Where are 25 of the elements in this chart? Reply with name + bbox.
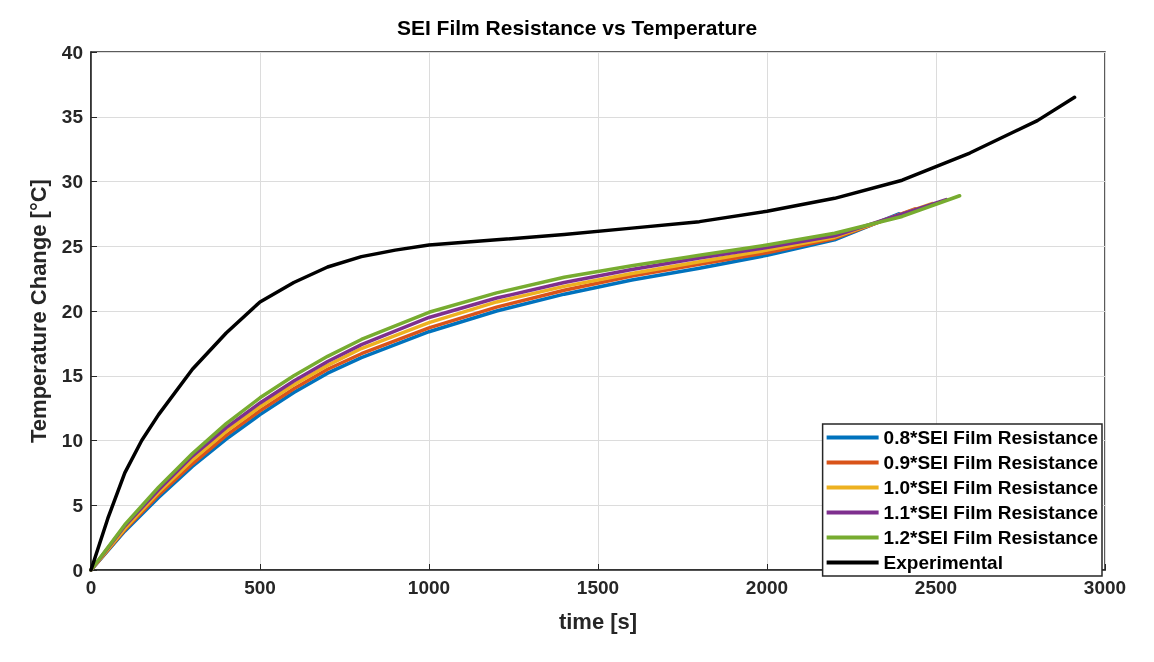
legend-label: 0.8*SEI Film Resistance (883, 427, 1099, 448)
legend-label: Experimental (883, 552, 1003, 573)
y-tick-label: 20 (61, 300, 83, 322)
x-tick-label: 2000 (745, 577, 789, 598)
chart-title: SEI Film Resistance vs Temperature (396, 16, 758, 39)
x-tick-label: 1500 (576, 577, 620, 598)
y-tick-label: 0 (72, 559, 83, 581)
x-tick-label: 2500 (914, 577, 958, 598)
legend-label: 1.2*SEI Film Resistance (883, 527, 1099, 548)
y-tick-label: 40 (61, 41, 83, 63)
y-tick-label: 35 (61, 106, 84, 128)
y-tick-label: 10 (61, 430, 83, 451)
x-tick-label: 0 (85, 577, 97, 598)
x-axis-title: time [s] (558, 608, 638, 634)
legend-label: 1.1*SEI Film Resistance (883, 502, 1099, 523)
y-axis-title: Temperature Change [°C] (25, 179, 51, 443)
legend-label: 1.0*SEI Film Resistance (883, 477, 1099, 498)
x-tick-label: 500 (244, 577, 276, 598)
x-tick-label: 3000 (1083, 577, 1127, 598)
legend-label: 0.9*SEI Film Resistance (883, 452, 1099, 473)
y-tick-label: 25 (61, 235, 84, 257)
y-tick-label: 30 (61, 171, 83, 192)
y-tick-label: 15 (61, 365, 84, 387)
y-tick-label: 5 (72, 494, 84, 516)
x-tick-label: 1000 (407, 577, 451, 598)
